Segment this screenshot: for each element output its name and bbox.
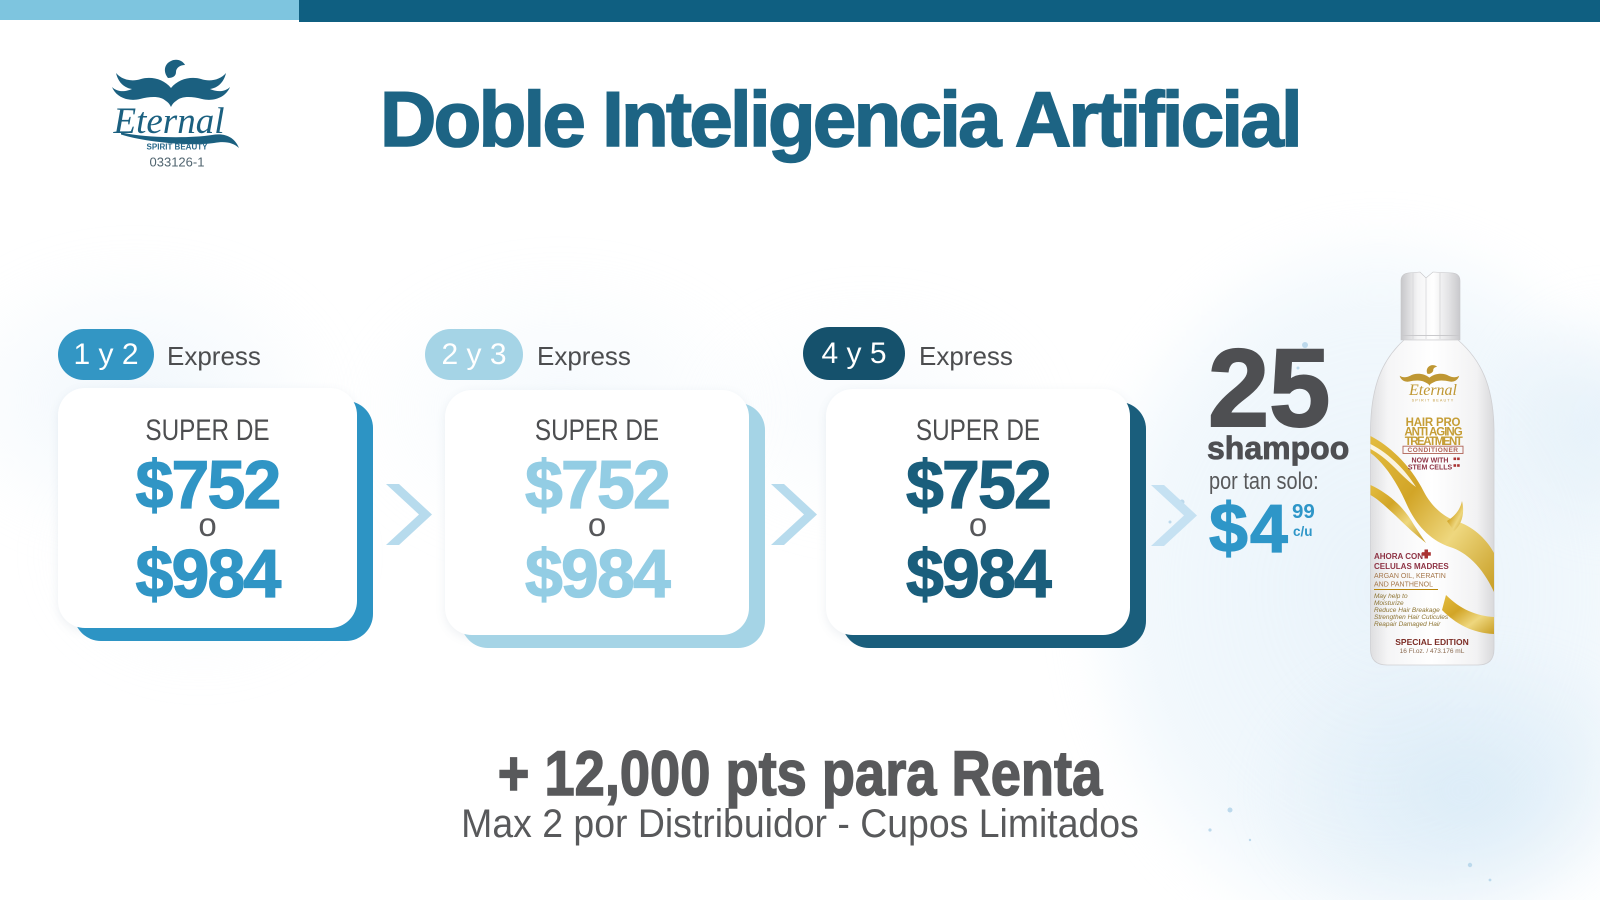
svg-text:SPIRIT BEAUTY: SPIRIT BEAUTY: [147, 143, 209, 152]
svg-text:HAIR PRO: HAIR PRO: [1406, 417, 1461, 429]
svg-text:Reapair Damaged Hair: Reapair Damaged Hair: [1374, 621, 1441, 628]
svg-text:CONDITIONER: CONDITIONER: [1408, 447, 1459, 454]
svg-text:CELULAS MADRES: CELULAS MADRES: [1374, 562, 1449, 571]
svg-text:16 Fl.oz. / 473.176 mL: 16 Fl.oz. / 473.176 mL: [1400, 648, 1465, 655]
svg-text:Moisturize: Moisturize: [1374, 600, 1404, 607]
svg-text:Eternal: Eternal: [1408, 382, 1458, 399]
svg-text:AHORA CON: AHORA CON: [1374, 552, 1423, 561]
svg-text:SPIRIT BEAUTY: SPIRIT BEAUTY: [1412, 399, 1455, 403]
svg-text:Reduce Hair Breakage: Reduce Hair Breakage: [1374, 607, 1440, 614]
svg-text:Strengthen Hair Cuticules: Strengthen Hair Cuticules: [1374, 614, 1449, 621]
svg-text:NOW WITH: NOW WITH: [1412, 458, 1449, 465]
svg-text:STEM CELLS: STEM CELLS: [1408, 464, 1453, 471]
svg-text:SPECIAL EDITION: SPECIAL EDITION: [1395, 637, 1469, 647]
svg-text:ANTI AGING: ANTI AGING: [1404, 427, 1462, 439]
svg-text:TREATMENT: TREATMENT: [1405, 436, 1463, 448]
svg-text:AND PANTHENOL: AND PANTHENOL: [1374, 582, 1433, 589]
svg-text:033126-1: 033126-1: [150, 155, 205, 170]
svg-text:ARGAN OIL, KERATIN: ARGAN OIL, KERATIN: [1374, 573, 1446, 580]
svg-text:May help to: May help to: [1374, 593, 1408, 600]
